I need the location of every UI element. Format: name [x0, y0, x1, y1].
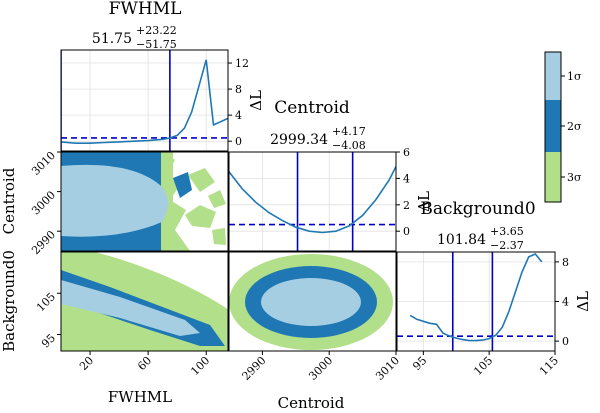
legend-label: 2σ: [567, 120, 582, 133]
profile-content: [229, 152, 396, 251]
sigma3-region: [188, 168, 215, 192]
profile-content: [397, 252, 555, 351]
profile-panel-background0: 0 4 8 ΔL 95 105 115: [396, 251, 592, 378]
ytick-label: 105: [34, 290, 58, 314]
ytick-label: 3010: [29, 149, 58, 178]
sigma2-region: [173, 172, 192, 198]
panel-background: [229, 152, 396, 251]
ytick-label: 95: [39, 331, 58, 350]
legend-label: 1σ: [567, 70, 582, 83]
contour-panel-fwhml-centroid: 2990 3000 3010: [29, 149, 229, 257]
contour-content: [61, 252, 228, 351]
xlabel-centroid: Centroid: [278, 394, 345, 412]
xtick-label: 115: [537, 354, 561, 378]
panel-frame: [60, 151, 229, 252]
ytick-label: 0: [403, 225, 410, 238]
profile-curve: [409, 253, 543, 342]
profile-curve: [229, 166, 396, 234]
xtick-label: 60: [135, 354, 154, 373]
profile-curve: [61, 59, 228, 144]
title-background0: Background0: [420, 199, 535, 219]
sigma3-region: [185, 205, 216, 228]
xtick-label: 20: [77, 354, 96, 373]
profile-panel-fwhml: 0 4 8 12 ΔL: [60, 49, 265, 152]
value-fwhml: 51.75 +23.22 −51.75: [92, 24, 177, 51]
value-centroid: 2999.34 +4.17 −4.08: [270, 125, 366, 152]
profile-ylabel: ΔL: [574, 291, 592, 312]
ytick-label: 6: [403, 146, 410, 159]
sigma3-region: [162, 152, 190, 251]
panel-frame: [228, 151, 397, 252]
xtick-label: 3010: [373, 354, 402, 383]
sigma3-region: [212, 228, 226, 245]
xtick-label: 100: [188, 354, 212, 378]
sigma1-region: [61, 280, 200, 336]
svg-text:+23.22: +23.22: [136, 24, 177, 37]
ytick-label: 12: [235, 57, 249, 70]
contour-content: [229, 254, 393, 350]
svg-text:+4.17: +4.17: [332, 125, 366, 138]
ylabel-background0: Background0: [0, 250, 18, 352]
profile-panel-centroid: 0 2 4 6 ΔL: [228, 146, 433, 252]
contour-content: [61, 152, 226, 251]
profile-content: [61, 50, 228, 151]
profile-ylabel: ΔL: [415, 191, 433, 212]
sigma1-region: [261, 278, 361, 326]
xtick-label: 3000: [306, 354, 335, 383]
ytick-label: 0: [562, 335, 569, 348]
legend-label: 3σ: [567, 171, 582, 184]
legend-swatch: [545, 152, 561, 202]
ytick-label: 4: [235, 109, 242, 122]
contour-panel-centroid-background0: 2990 3000 3010: [228, 251, 402, 383]
sigma-legend: 1σ 2σ 3σ: [544, 51, 582, 203]
xtick-label: 2990: [240, 354, 269, 383]
panel-background: [61, 50, 228, 151]
legend-frame: [544, 51, 562, 203]
ytick-label: 2: [403, 199, 410, 212]
ytick-label: 4: [562, 296, 569, 309]
contour-panel-fwhml-background0: 20 60 100 95 105: [34, 251, 229, 378]
ylabel-centroid: Centroid: [0, 167, 18, 234]
svg-text:+3.65: +3.65: [490, 225, 524, 238]
ytick-label: 8: [562, 256, 569, 269]
svg-text:101.84: 101.84: [437, 232, 486, 248]
xlabel-fwhml: FWHML: [108, 388, 172, 406]
ytick-label: 2990: [29, 228, 58, 257]
ytick-label: 0: [235, 135, 242, 148]
svg-text:51.75: 51.75: [92, 31, 132, 47]
svg-text:−51.75: −51.75: [136, 38, 177, 51]
title-centroid: Centroid: [274, 98, 350, 118]
svg-text:−4.08: −4.08: [332, 139, 366, 152]
svg-text:−2.37: −2.37: [490, 239, 524, 252]
legend-swatch: [545, 100, 561, 152]
ytick-label: 3000: [29, 189, 58, 218]
panel-frame: [228, 251, 397, 352]
xtick-label: 95: [410, 354, 429, 373]
sigma3-region: [208, 190, 226, 208]
legend-swatch: [545, 52, 561, 100]
ytick-label: 4: [403, 172, 410, 185]
sigma1-region: [61, 164, 169, 237]
svg-text:2999.34: 2999.34: [270, 132, 328, 148]
panel-frame: [60, 251, 229, 352]
ytick-label: 8: [235, 83, 242, 96]
value-background0: 101.84 +3.65 −2.37: [437, 225, 524, 252]
title-fwhml: FWHML: [109, 0, 182, 19]
xtick-label: 105: [471, 354, 495, 378]
profile-ylabel: ΔL: [247, 90, 265, 111]
panel-frame: [60, 49, 229, 152]
